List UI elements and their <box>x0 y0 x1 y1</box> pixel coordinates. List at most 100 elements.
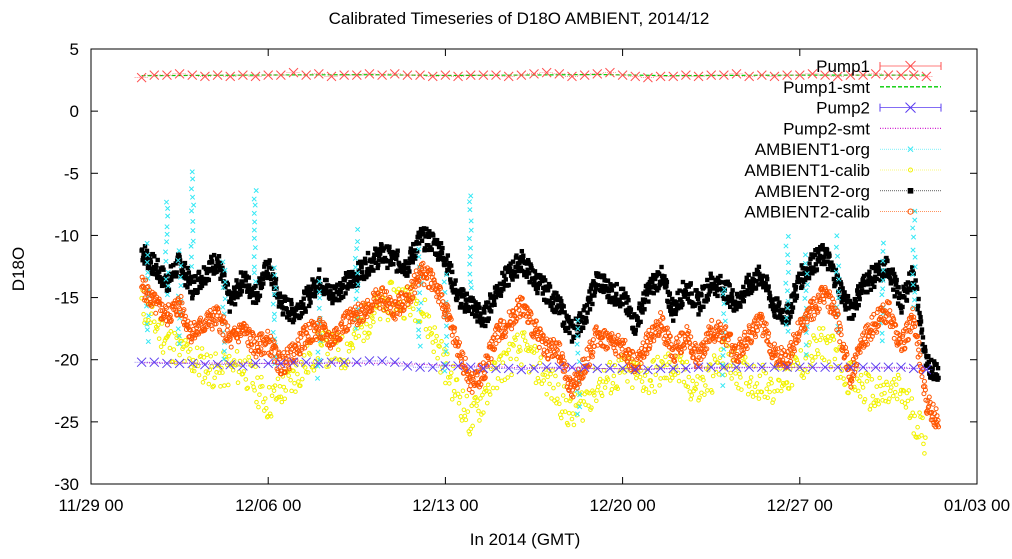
ambient2-org-point <box>509 269 514 274</box>
ambient2-org-point <box>261 281 266 286</box>
ambient2-calib-point <box>747 330 753 336</box>
ambient2-calib-point <box>759 316 765 322</box>
ambient2-org-point <box>279 299 285 305</box>
ambient2-org-point <box>432 240 437 245</box>
ambient1-calib-point <box>439 339 444 344</box>
pump1-point <box>465 70 476 80</box>
ambient2-org-point <box>440 245 445 251</box>
ambient2-org-point <box>552 309 558 315</box>
ambient2-org-point <box>927 365 932 370</box>
y-tick-label: -15 <box>54 289 79 308</box>
ambient1-org-point <box>353 264 359 270</box>
ambient2-org-point <box>284 306 289 312</box>
ambient2-org-point <box>518 258 523 264</box>
ambient2-org-point <box>373 260 378 266</box>
ambient2-calib-point <box>694 363 700 369</box>
ambient1-calib-point <box>889 385 894 390</box>
ambient2-org-point <box>896 295 902 301</box>
ambient1-calib-point <box>493 365 499 371</box>
ambient1-calib-point <box>160 350 166 355</box>
legend-item-ambient2-org: AMBIENT2-org <box>755 182 941 201</box>
ambient2-calib-point <box>796 331 802 337</box>
ambient2-org-point <box>186 270 192 275</box>
ambient2-org-point <box>395 252 400 258</box>
ambient1-org-point <box>834 253 841 259</box>
ambient2-org-point <box>359 270 365 275</box>
ambient1-calib-point <box>728 370 733 376</box>
legend-label: Pump1-smt <box>783 78 870 97</box>
pump2-point <box>794 362 805 373</box>
ambient2-org-point <box>510 259 516 264</box>
series-pump1-smt <box>141 73 927 77</box>
ambient1-calib-point <box>649 383 655 389</box>
ambient2-calib-point <box>247 329 253 335</box>
pump1-point <box>389 69 400 79</box>
ambient2-calib-point <box>692 340 698 346</box>
ambient2-org-point <box>769 297 774 302</box>
ambient1-calib-point <box>212 375 217 381</box>
ambient1-calib-point <box>807 340 812 345</box>
ambient2-org-point <box>871 265 876 271</box>
pump2-point <box>326 357 337 368</box>
ambient2-org-point <box>766 284 771 289</box>
ambient2-org-point <box>868 287 874 292</box>
ambient1-org-point <box>416 246 422 252</box>
ambient2-org-point <box>612 302 618 307</box>
ambient2-org-point <box>699 293 704 298</box>
ambient1-org-point <box>467 261 473 267</box>
ambient2-org-point <box>210 268 215 273</box>
ambient2-org-point <box>929 357 934 363</box>
ambient2-org-point <box>815 246 820 252</box>
ambient2-org-point <box>148 257 153 263</box>
ambient1-calib-point <box>816 326 822 331</box>
ambient1-calib-point <box>207 367 213 373</box>
ambient2-org-point <box>315 284 320 290</box>
ambient2-org-point <box>759 277 765 283</box>
ambient1-calib-point <box>427 326 433 331</box>
pump2-point <box>769 362 780 373</box>
ambient2-org-point <box>639 302 645 308</box>
ambient2-org-point <box>253 283 258 289</box>
ambient1-calib-point <box>556 382 561 387</box>
ambient2-org-point <box>891 287 896 292</box>
ambient1-calib-point <box>362 330 367 336</box>
ambient1-org-point <box>316 305 322 311</box>
ambient2-calib-point <box>430 271 436 277</box>
ambient2-org-point <box>458 291 463 296</box>
ambient2-org-point <box>896 285 901 290</box>
ambient1-calib-point <box>817 337 823 343</box>
ambient2-org-point <box>765 287 771 292</box>
ambient1-calib-point <box>517 344 522 350</box>
ambient2-org-point <box>916 296 921 302</box>
ambient1-calib-point <box>578 398 584 404</box>
ambient2-org-point <box>370 258 376 263</box>
legend-label: AMBIENT1-calib <box>744 161 870 180</box>
ambient2-calib-point <box>421 282 427 288</box>
ambient2-org-point <box>857 296 862 302</box>
ambient1-calib-point <box>445 351 450 357</box>
pump1-point <box>503 71 514 82</box>
ambient1-calib-point <box>337 357 343 362</box>
ambient2-org-point <box>668 305 673 310</box>
ambient2-calib-point <box>302 345 308 351</box>
ambient1-calib-point <box>811 333 816 338</box>
ambient2-org-point <box>444 256 449 262</box>
ambient2-org-point <box>649 290 654 295</box>
ambient1-calib-point <box>289 388 294 394</box>
pump2-point <box>668 363 679 374</box>
ambient2-org-point <box>174 270 179 275</box>
ambient2-calib-point <box>898 339 904 345</box>
ambient2-org-point <box>664 283 669 289</box>
ambient2-org-point <box>330 300 335 306</box>
ambient1-calib-point <box>843 381 848 387</box>
ambient2-calib-point <box>297 351 303 357</box>
ambient2-org-point <box>741 299 747 304</box>
ambient2-org-point <box>703 283 708 289</box>
ambient2-calib-point <box>202 327 208 333</box>
ambient1-calib-point <box>470 423 475 429</box>
ambient2-org-point <box>760 273 766 279</box>
ambient2-calib-point <box>469 389 475 395</box>
ambient2-org-point <box>281 311 286 316</box>
ambient2-org-point <box>139 247 145 252</box>
